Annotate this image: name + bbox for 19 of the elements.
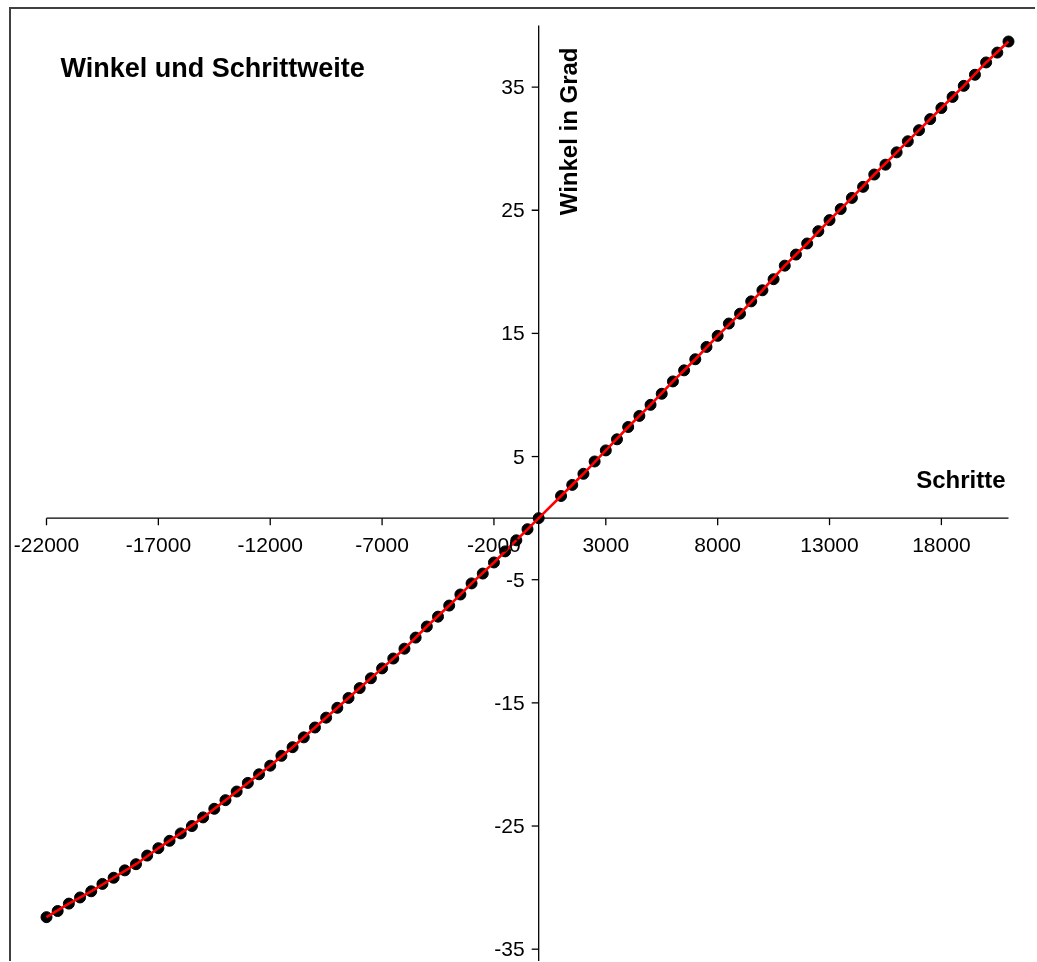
x-tick-label: -17000 (125, 533, 192, 557)
x-axis-title: Schritte (916, 465, 1006, 493)
x-tick-label: 18000 (912, 533, 971, 557)
x-tick-label: -12000 (237, 533, 303, 557)
y-tick-label: -35 (494, 937, 525, 961)
x-tick-label: 13000 (800, 533, 859, 557)
y-tick-label: -25 (494, 814, 525, 838)
x-tick-label: 8000 (694, 533, 742, 557)
x-tick-label: 3000 (582, 533, 630, 557)
y-tick-label: -15 (494, 690, 525, 714)
text: Winkel und Schrittweite (60, 52, 365, 83)
y-axis-title: Winkel in Grad (554, 47, 582, 216)
x-tick-label: -7000 (355, 533, 409, 557)
y-tick-label: 15 (501, 321, 525, 345)
y-tick-label: 5 (513, 444, 525, 468)
y-tick-label: -5 (506, 567, 525, 591)
y-tick-label: 35 (501, 75, 525, 99)
y-tick-label: 25 (501, 198, 525, 222)
x-tick-label: -22000 (13, 533, 80, 557)
